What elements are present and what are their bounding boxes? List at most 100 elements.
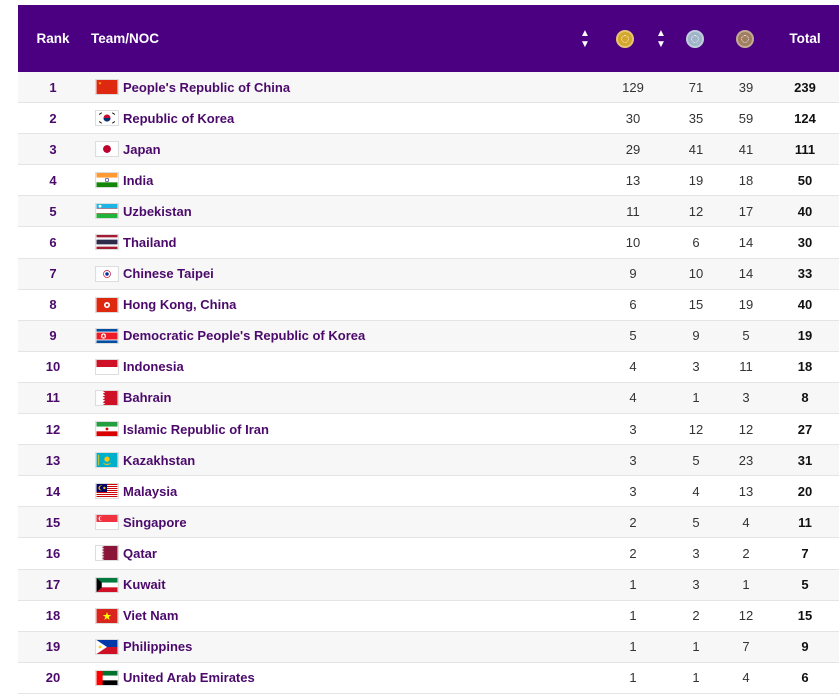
country-name-link[interactable]: Republic of Korea (123, 110, 235, 126)
country-flag-icon (95, 165, 119, 195)
total-count: 7 (801, 545, 809, 561)
country-name-link[interactable]: Democratic People's Republic of Korea (123, 328, 366, 344)
total-count: 15 (797, 608, 813, 624)
country-name-link[interactable]: Philippines (123, 639, 193, 655)
bronze-count: 19 (738, 297, 754, 313)
total-count: 31 (797, 452, 813, 468)
table-row: 1 People's Republic of China 129 71 39 239 (18, 72, 839, 104)
silver-count: 19 (688, 172, 704, 188)
rank-cell: 20 (45, 670, 61, 686)
gold-count: 9 (629, 266, 637, 282)
country-flag-icon (95, 103, 119, 133)
country-name-link[interactable]: Kuwait (123, 577, 166, 592)
table-body: 1 People's Republic of China 129 71 39 239 2 Re… (18, 72, 839, 694)
country-name-link[interactable]: India (123, 172, 154, 188)
country-name-link[interactable]: Malaysia (123, 483, 178, 499)
team-column-header[interactable]: Team/NOC (91, 31, 160, 46)
country-name-link[interactable]: Islamic Republic of Iran (123, 421, 269, 437)
country-flag-icon (95, 72, 119, 102)
bronze-count: 41 (738, 141, 754, 157)
country-name-link[interactable]: United Arab Emirates (123, 670, 255, 686)
gold-count: 11 (626, 203, 640, 219)
silver-count: 71 (688, 79, 704, 95)
rank-cell: 4 (49, 172, 57, 188)
gold-count: 5 (629, 328, 637, 344)
silver-count: 3 (692, 545, 700, 561)
country-name-link[interactable]: Hong Kong, China (123, 297, 237, 313)
bronze-count: 17 (738, 203, 754, 219)
gold-count: 13 (625, 172, 641, 188)
country-name-link[interactable]: Bahrain (123, 390, 172, 406)
rank-cell: 5 (49, 203, 57, 219)
total-count: 27 (797, 421, 813, 437)
country-flag-icon (95, 227, 119, 257)
silver-column-header[interactable] (686, 5, 704, 72)
table-row: 18 Viet Nam 1 2 12 15 (18, 601, 839, 632)
bronze-count: 12 (738, 608, 754, 624)
bronze-count: 4 (742, 514, 750, 530)
silver-count: 5 (692, 452, 700, 468)
table-row: 13 Kazakhstan 3 5 23 31 (18, 445, 839, 477)
country-name-link[interactable]: Singapore (123, 514, 187, 530)
rank-cell: 18 (45, 608, 61, 624)
country-name-link[interactable]: Viet Nam (123, 608, 179, 624)
gold-count: 3 (629, 483, 637, 499)
table-row: 14 Malaysia 3 4 13 20 (18, 476, 839, 508)
rank-cell: 16 (45, 545, 61, 561)
table-row: 5 Uzbekistan 11 12 17 40 (18, 196, 839, 228)
rank-cell: 2 (49, 110, 57, 126)
country-name-link[interactable]: People's Republic of China (123, 79, 291, 95)
silver-count: 3 (692, 359, 700, 375)
bronze-medal-icon (736, 29, 754, 48)
sort-silver-icon[interactable]: ▲ ▼ (656, 27, 666, 50)
table-row: 6 Thailand 10 6 14 30 (18, 227, 839, 259)
total-count: 40 (797, 297, 813, 313)
country-name-link[interactable]: Japan (123, 141, 161, 157)
total-count: 9 (801, 639, 809, 655)
country-name-link[interactable]: Thailand (123, 234, 177, 250)
rank-cell: 8 (49, 297, 57, 313)
total-count: 19 (797, 328, 813, 344)
table-header: Rank Team/NOC ▲ ▼ ▲ ▼ Total (18, 5, 839, 72)
bronze-count: 7 (742, 639, 750, 655)
country-flag-icon (95, 445, 119, 475)
country-name-link[interactable]: Qatar (123, 545, 157, 561)
bronze-count: 12 (738, 421, 754, 437)
gold-count: 129 (622, 79, 644, 95)
total-count: 8 (801, 390, 809, 406)
country-flag-icon (95, 321, 119, 351)
gold-count: 2 (629, 514, 637, 530)
country-flag-icon (95, 507, 119, 537)
country-flag-icon (95, 259, 119, 289)
bronze-count: 3 (742, 390, 750, 406)
bronze-count: 14 (738, 234, 754, 250)
silver-count: 35 (688, 110, 704, 126)
silver-count: 4 (692, 483, 700, 499)
rank-cell: 10 (45, 359, 61, 375)
total-count: 111 (794, 141, 816, 157)
silver-medal-icon (686, 29, 704, 48)
silver-count: 12 (688, 421, 704, 437)
rank-column-header[interactable]: Rank (36, 31, 70, 46)
table-row: 7 Chinese Taipei 9 10 14 33 (18, 258, 839, 290)
gold-count: 1 (629, 577, 637, 592)
total-count: 11 (798, 514, 812, 530)
sort-gold-icon[interactable]: ▲ ▼ (580, 27, 590, 50)
gold-count: 6 (629, 297, 637, 313)
table-row: 11 Bahrain 4 1 3 8 (18, 382, 839, 415)
gold-column-header[interactable] (616, 5, 634, 72)
country-name-link[interactable]: Chinese Taipei (123, 266, 214, 282)
bronze-count: 39 (738, 79, 754, 95)
silver-count: 5 (692, 514, 700, 530)
bronze-column-header[interactable] (736, 5, 754, 72)
country-flag-icon (95, 196, 119, 226)
country-name-link[interactable]: Uzbekistan (123, 203, 192, 219)
country-name-link[interactable]: Indonesia (123, 359, 184, 375)
country-name-link[interactable]: Kazakhstan (123, 452, 196, 468)
rank-cell: 13 (45, 452, 61, 468)
total-column-header[interactable]: Total (789, 31, 821, 46)
country-flag-icon (95, 538, 119, 568)
silver-count: 10 (688, 266, 704, 282)
silver-count: 2 (692, 608, 700, 624)
country-flag-icon (95, 601, 119, 631)
